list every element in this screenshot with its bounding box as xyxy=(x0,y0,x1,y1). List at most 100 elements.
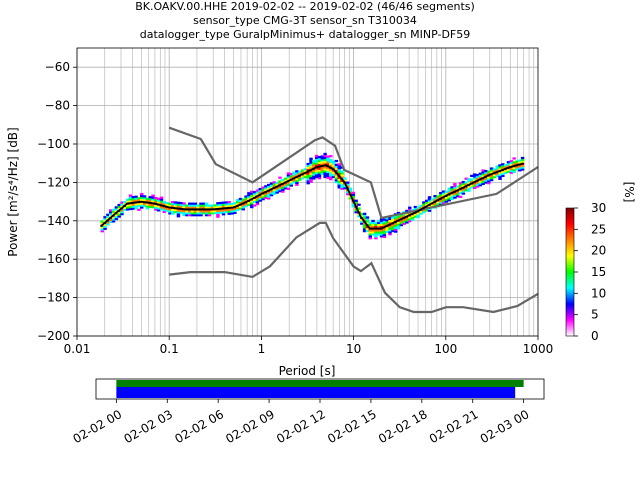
heatmap-cell xyxy=(190,204,195,207)
heatmap-cell xyxy=(362,226,367,229)
heatmap-cell xyxy=(427,209,432,212)
heatmap-cell xyxy=(371,233,375,236)
colorbar-tick-label: 25 xyxy=(591,222,606,236)
heatmap-cell xyxy=(498,168,502,171)
heatmap-cell xyxy=(286,172,291,175)
heatmap-cell xyxy=(362,228,367,231)
heatmap-cell xyxy=(173,201,178,204)
heatmap-cell xyxy=(190,206,195,209)
heatmap-cell xyxy=(472,175,477,178)
heatmap-cell xyxy=(470,180,474,183)
heatmap-cell xyxy=(142,197,147,200)
heatmap-cell xyxy=(134,203,138,206)
heatmap-cell xyxy=(286,174,291,177)
heatmap-cell xyxy=(309,173,313,176)
heatmap-cell xyxy=(255,199,260,202)
heatmap-cell xyxy=(227,203,231,206)
heatmap-cell xyxy=(382,230,387,233)
heatmap-cell xyxy=(247,201,251,204)
heatmap-cell xyxy=(343,185,347,188)
heatmap-cell xyxy=(368,223,372,226)
heatmap-cell xyxy=(427,201,432,205)
heatmap-cell xyxy=(134,205,138,208)
x-tick-label: 0.1 xyxy=(160,342,179,356)
heatmap-cell xyxy=(100,230,104,233)
heatmap-cell xyxy=(159,198,164,201)
heatmap-cell xyxy=(145,207,150,210)
heatmap-cell xyxy=(374,225,378,228)
heatmap-cell xyxy=(385,222,389,226)
heatmap-cell xyxy=(204,210,209,213)
heatmap-cell xyxy=(337,186,341,189)
heatmap-cell xyxy=(326,159,330,162)
heatmap-cell xyxy=(128,196,133,199)
heatmap-cell xyxy=(323,156,327,159)
heatmap-cell xyxy=(410,209,415,212)
heatmap-cell xyxy=(360,212,364,216)
heatmap-cell xyxy=(396,221,401,224)
heatmap-cell xyxy=(498,175,502,179)
timeline-tick-label: 02-02 21 xyxy=(427,407,481,446)
heatmap-cell xyxy=(430,198,435,201)
heatmap-cell xyxy=(213,204,217,207)
heatmap-cell xyxy=(337,168,341,172)
heatmap-cell xyxy=(306,182,310,185)
timeline-tick-label: 02-02 00 xyxy=(71,407,125,446)
heatmap-cell xyxy=(140,204,144,207)
heatmap-cell xyxy=(114,210,119,213)
heatmap-cell xyxy=(331,164,336,167)
heatmap-cell xyxy=(289,180,293,183)
heatmap-cell xyxy=(300,175,305,178)
heatmap-cell xyxy=(512,168,516,172)
heatmap-cell xyxy=(503,171,508,174)
heatmap-cell xyxy=(272,185,277,188)
heatmap-cell xyxy=(266,191,271,194)
heatmap-cell xyxy=(179,203,183,207)
heatmap-cell xyxy=(399,214,404,217)
heatmap-cell xyxy=(393,222,398,226)
heatmap-cell xyxy=(216,205,220,209)
heatmap-cell xyxy=(162,208,167,212)
heatmap-cell xyxy=(295,183,299,186)
heatmap-cell xyxy=(320,168,325,172)
heatmap-cell xyxy=(382,220,387,223)
heatmap-cell xyxy=(337,184,341,187)
heatmap-cell xyxy=(475,177,480,181)
heatmap-cell xyxy=(134,195,138,198)
heatmap-cell xyxy=(168,202,172,205)
heatmap-cell xyxy=(402,222,406,225)
heatmap-cell xyxy=(269,186,274,189)
heatmap-cell xyxy=(391,224,395,227)
heatmap-cell xyxy=(300,171,305,174)
heatmap-cell xyxy=(210,206,214,209)
heatmap-cell xyxy=(326,167,330,170)
heatmap-cell xyxy=(187,204,192,207)
y-tick-label: −200 xyxy=(37,329,70,343)
heatmap-cell xyxy=(461,180,466,184)
heatmap-cell xyxy=(314,175,319,179)
heatmap-cell xyxy=(162,210,167,213)
heatmap-cell xyxy=(298,178,302,181)
heatmap-cell xyxy=(238,199,243,202)
heatmap-cell xyxy=(334,163,339,166)
heatmap-cell xyxy=(436,195,440,198)
heatmap-cell xyxy=(230,212,234,215)
chart-title-line-2: sensor_type CMG-3T sensor_sn T310034 xyxy=(193,14,417,27)
heatmap-cell xyxy=(450,188,454,191)
heatmap-cell xyxy=(252,200,257,203)
heatmap-cell xyxy=(108,209,113,212)
heatmap-cell xyxy=(489,171,494,174)
heatmap-cell xyxy=(433,196,437,200)
heatmap-cell xyxy=(371,229,375,232)
heatmap-cell xyxy=(334,167,339,170)
heatmap-cell xyxy=(416,212,420,215)
heatmap-cell xyxy=(292,179,296,182)
heatmap-cell xyxy=(396,227,401,230)
heatmap-cell xyxy=(518,165,522,168)
heatmap-cell xyxy=(337,165,341,168)
heatmap-cell xyxy=(456,195,460,198)
heatmap-cell xyxy=(365,216,370,219)
heatmap-cell xyxy=(323,158,327,161)
heatmap-cell xyxy=(405,209,409,213)
heatmap-cell xyxy=(377,223,381,226)
